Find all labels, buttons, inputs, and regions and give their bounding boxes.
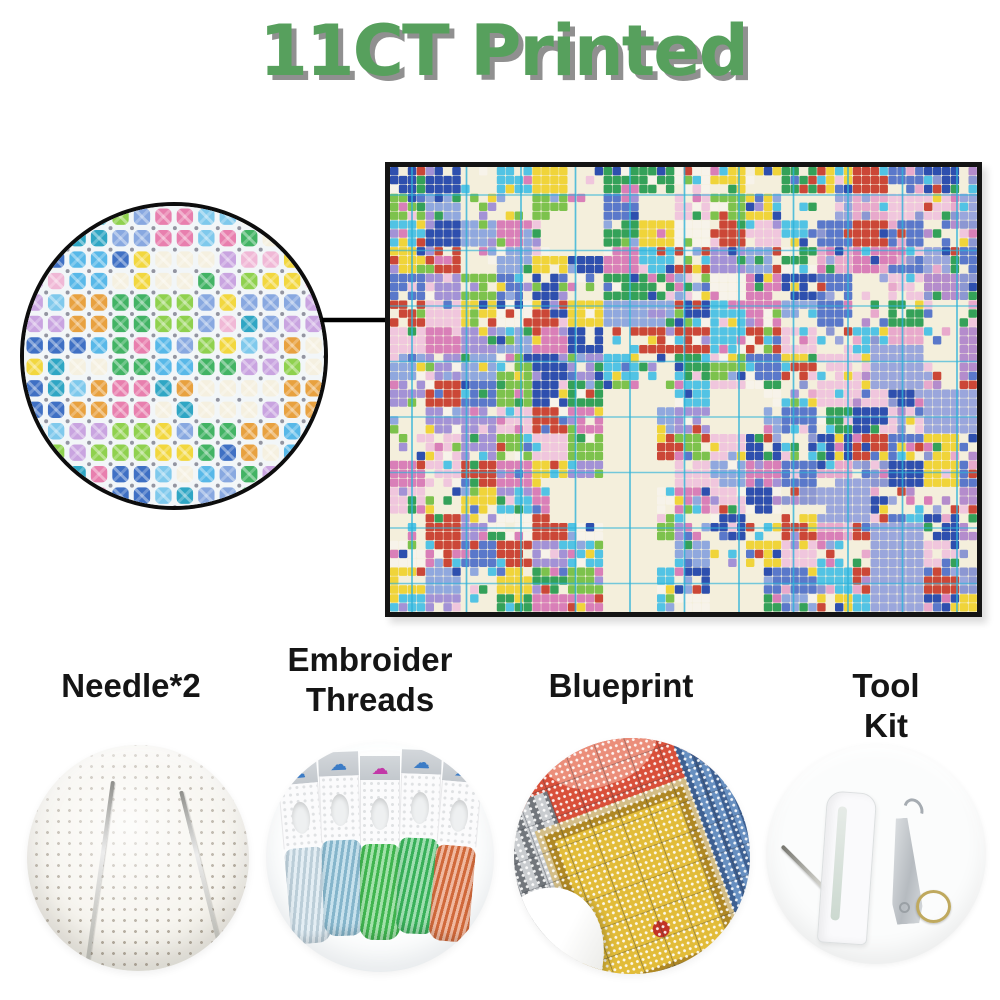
toolkit-photo-circle bbox=[766, 744, 986, 964]
toolkit-needle-icon bbox=[780, 844, 826, 890]
threads-photo-circle: ☁ ☁ ☁ ☁ ☁ bbox=[266, 742, 494, 972]
needle-photo-circle bbox=[27, 745, 249, 971]
page-title: 11CT Printed bbox=[259, 10, 749, 92]
cloud-logo-icon: ☁ bbox=[318, 751, 359, 777]
toolkit-ring-icon bbox=[916, 890, 951, 923]
skein-paper-label bbox=[278, 782, 324, 850]
cloud-logo-icon: ☁ bbox=[441, 756, 484, 784]
canvas-detail-circle bbox=[20, 202, 328, 510]
skein-label-hole bbox=[448, 799, 470, 833]
label-needle: Needle*2 bbox=[61, 667, 201, 704]
printed-canvas-pattern bbox=[390, 167, 977, 612]
thread-skein: ☁ bbox=[318, 751, 365, 937]
stitch-detail-pattern bbox=[24, 206, 324, 506]
skein-paper-label bbox=[318, 775, 362, 841]
cloud-logo-icon: ☁ bbox=[401, 749, 442, 775]
toolkit-case-icon bbox=[816, 790, 878, 946]
skein-label-hole bbox=[290, 801, 312, 835]
label-embroider-threads: Embroider Threads bbox=[287, 641, 453, 718]
toolkit-threader-hole bbox=[899, 902, 910, 913]
label-tool-kit: Tool Kit bbox=[852, 667, 920, 744]
label-blueprint: Blueprint bbox=[548, 667, 694, 704]
skein-label-hole bbox=[371, 798, 389, 830]
thread-bundle bbox=[360, 844, 400, 940]
needle-icon bbox=[85, 780, 115, 960]
thread-bundle bbox=[321, 839, 365, 937]
skein-label-hole bbox=[330, 793, 350, 827]
cloud-logo-icon: ☁ bbox=[276, 758, 319, 786]
needle-icon bbox=[179, 790, 223, 952]
skein-paper-label bbox=[436, 780, 482, 848]
thread-bundle bbox=[428, 843, 477, 944]
cloud-logo-icon: ☁ bbox=[360, 756, 400, 780]
skein-paper-label bbox=[360, 780, 400, 844]
skein-paper-label bbox=[398, 773, 442, 839]
blueprint-photo-circle bbox=[514, 738, 750, 974]
thread-skein: ☁ bbox=[360, 756, 400, 940]
printed-canvas bbox=[385, 162, 982, 617]
skein-label-hole bbox=[410, 791, 430, 825]
